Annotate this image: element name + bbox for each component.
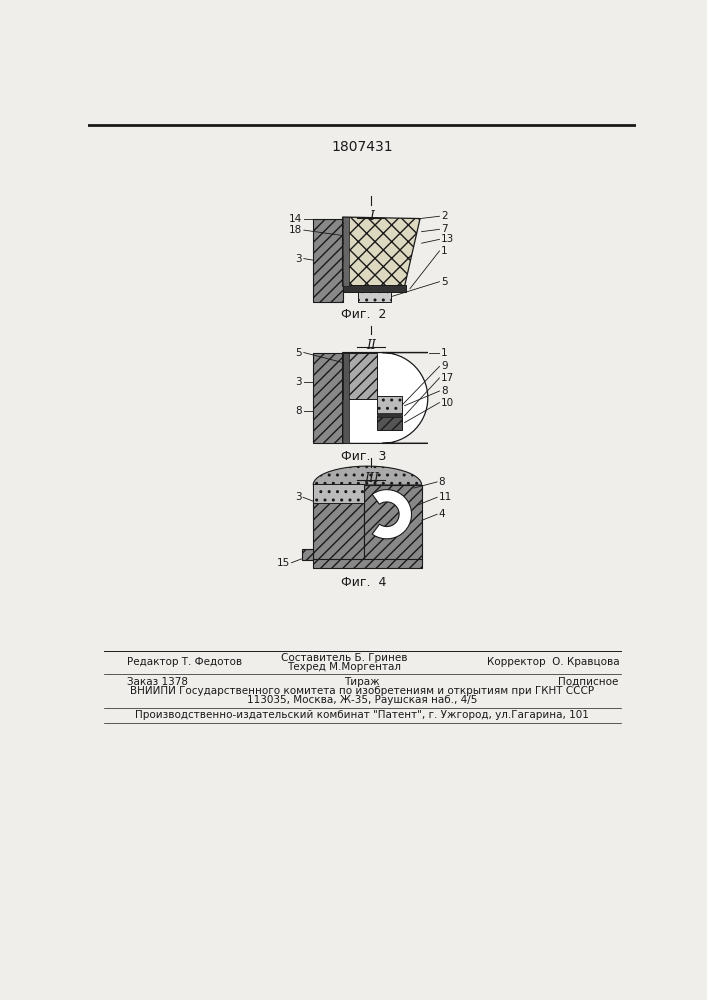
Bar <box>343 217 349 286</box>
Bar <box>358 292 391 302</box>
Text: Корректор  О. Кравцова: Корректор О. Кравцова <box>487 657 620 667</box>
Text: 3: 3 <box>296 254 303 264</box>
Text: III: III <box>363 472 379 485</box>
Polygon shape <box>313 353 343 443</box>
Text: 13: 13 <box>441 234 455 244</box>
Polygon shape <box>313 485 363 560</box>
Text: 8: 8 <box>296 406 303 416</box>
Text: ВНИИПИ Государственного комитета по изобретениям и открытиям при ГКНТ СССР: ВНИИПИ Государственного комитета по изоб… <box>130 686 594 696</box>
Bar <box>313 484 363 503</box>
Text: Фиг.  4: Фиг. 4 <box>341 576 386 588</box>
Bar <box>343 353 349 443</box>
Text: 8: 8 <box>438 477 445 487</box>
Text: 1807431: 1807431 <box>331 140 393 154</box>
Text: Техред М.Моргентал: Техред М.Моргентал <box>287 662 401 672</box>
Polygon shape <box>343 217 420 286</box>
Text: 5: 5 <box>441 277 448 287</box>
Bar <box>378 416 402 430</box>
Text: 5: 5 <box>296 348 303 358</box>
Text: 1: 1 <box>441 246 448 256</box>
Bar <box>378 413 402 417</box>
Text: Производственно-издательский комбинат "Патент", г. Ужгород, ул.Гагарина, 101: Производственно-издательский комбинат "П… <box>135 710 589 720</box>
Polygon shape <box>313 219 343 302</box>
Text: 1: 1 <box>441 348 448 358</box>
Text: 10: 10 <box>441 398 454 408</box>
Text: 11: 11 <box>438 492 452 502</box>
Text: I: I <box>369 210 374 223</box>
Text: Заказ 1378: Заказ 1378 <box>127 677 188 687</box>
Polygon shape <box>301 549 313 560</box>
Text: 2: 2 <box>441 211 448 221</box>
Text: 9: 9 <box>441 361 448 371</box>
Text: Фиг.  3: Фиг. 3 <box>341 450 386 463</box>
Text: 3: 3 <box>296 377 303 387</box>
Text: Подписное: Подписное <box>558 677 619 687</box>
Polygon shape <box>343 353 428 443</box>
Bar <box>313 559 421 568</box>
Text: 7: 7 <box>441 224 448 234</box>
Bar <box>343 285 406 292</box>
Text: II: II <box>366 339 376 352</box>
Bar <box>343 353 378 399</box>
Text: 15: 15 <box>276 558 290 568</box>
Text: 4: 4 <box>438 509 445 519</box>
Text: 17: 17 <box>441 373 455 383</box>
Polygon shape <box>372 490 411 539</box>
Polygon shape <box>313 466 421 485</box>
Text: 18: 18 <box>289 225 303 235</box>
Polygon shape <box>363 485 421 560</box>
Text: Фиг.  2: Фиг. 2 <box>341 308 386 321</box>
Text: Тираж: Тираж <box>344 677 380 687</box>
Text: 113035, Москва, Ж-35, Раушская наб., 4/5: 113035, Москва, Ж-35, Раушская наб., 4/5 <box>247 695 477 705</box>
Text: 14: 14 <box>289 214 303 224</box>
Text: 3: 3 <box>295 492 301 502</box>
Text: Редактор Т. Федотов: Редактор Т. Федотов <box>127 657 243 667</box>
Bar <box>378 396 402 414</box>
Text: 8: 8 <box>441 386 448 396</box>
Text: Составитель Б. Гринев: Составитель Б. Гринев <box>281 653 407 663</box>
